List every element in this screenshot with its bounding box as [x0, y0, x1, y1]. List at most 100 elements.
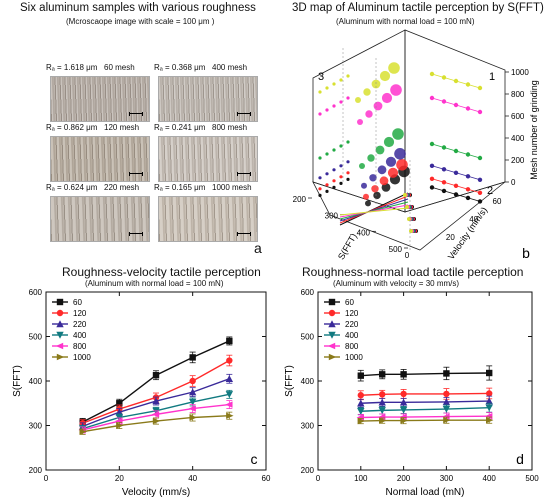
scale-bar: [129, 232, 143, 236]
projection-point: [346, 177, 350, 181]
sfft-tick-label: 200: [293, 195, 307, 204]
mesh-tick-label: 200: [511, 156, 525, 165]
data-point: [56, 320, 64, 328]
data-point: [399, 398, 408, 406]
sample-ra-label: Rₐ = 0.624 μm: [46, 183, 98, 192]
x-tick-label: 400: [483, 474, 497, 483]
floor-point: [403, 193, 407, 197]
data-sphere: [359, 163, 365, 169]
view-label-2: 2: [487, 185, 493, 197]
y-tick-label: 400: [29, 377, 43, 386]
legend-label: 60: [73, 298, 82, 307]
data-point: [379, 371, 386, 378]
data-point: [443, 370, 450, 377]
data-point: [328, 298, 336, 306]
sample-mesh-label: 1000 mesh: [212, 183, 252, 192]
panel-d-title: Roughness-normal load tactile perception: [302, 265, 524, 279]
view-label-1: 1: [489, 71, 495, 83]
data-point: [151, 411, 160, 418]
legend-label: 220: [73, 320, 87, 329]
data-point: [328, 353, 337, 361]
projection-point: [325, 183, 329, 187]
sample-microscope-image: [50, 196, 150, 242]
data-sphere: [385, 156, 397, 167]
sample-ra-label: Rₐ = 0.862 μm: [46, 123, 98, 132]
data-sphere: [367, 154, 375, 162]
data-sphere: [369, 174, 377, 182]
projection-point: [332, 185, 336, 189]
projection-line: [431, 73, 481, 89]
projection-point: [332, 179, 336, 183]
projection-point: [339, 164, 343, 168]
projection-point: [346, 160, 350, 164]
panel-d-subtitle: (Aluminum with velocity = 30 mm/s): [333, 279, 460, 288]
data-sphere: [390, 84, 402, 96]
projection-line: [431, 97, 481, 113]
sample-microscope-image: [50, 76, 150, 122]
x-tick-label: 60: [262, 474, 271, 483]
view-label-3: 3: [318, 71, 324, 83]
panel-a-subtitle: (Mcroscaope image with scale = 100 μm ): [66, 17, 215, 26]
data-point: [378, 407, 386, 415]
legend-label: 1000: [345, 353, 363, 362]
y-tick-label: 300: [301, 422, 315, 431]
panel-c-subtitle: (Aluminum with normal load = 100 mN): [85, 279, 224, 288]
scale-bar: [237, 112, 251, 116]
x-tick-label: 0: [44, 474, 49, 483]
sample-ra-label: Rₐ = 1.618 μm: [46, 63, 98, 72]
legend-label: 800: [73, 342, 87, 351]
y-tick-label: 200: [301, 466, 315, 475]
data-point: [225, 401, 233, 408]
projection-point: [339, 181, 343, 185]
data-point: [56, 309, 64, 317]
data-point: [357, 417, 365, 425]
data-point: [226, 337, 233, 345]
legend-label: 400: [345, 331, 359, 340]
data-point: [399, 413, 407, 421]
data-point: [379, 391, 386, 398]
data-sphere: [355, 97, 361, 103]
sample-microscope-image: [158, 196, 258, 242]
data-point: [356, 414, 364, 421]
panel-c-title: Roughness-velocity tactile perception: [62, 265, 261, 279]
data-point: [79, 428, 87, 435]
projection-line: [431, 178, 481, 194]
data-point: [225, 375, 234, 382]
y-tick-label: 400: [301, 377, 315, 386]
legend-label: 1000: [73, 353, 91, 362]
panel-letter: b: [522, 245, 530, 261]
data-point: [378, 398, 386, 406]
projection-line: [431, 165, 481, 181]
data-point: [400, 390, 407, 398]
sample-ra-label: Rₐ = 0.241 μm: [154, 123, 206, 132]
legend-label: 400: [73, 331, 87, 340]
panel-letter: d: [516, 451, 524, 467]
data-point: [357, 372, 364, 379]
sample-mesh-label: 800 mesh: [212, 123, 248, 132]
scale-bar: [129, 172, 143, 176]
data-point: [56, 331, 64, 339]
data-point: [189, 414, 197, 421]
floor-line: [339, 207, 409, 216]
data-sphere: [394, 148, 406, 160]
plot-frame: [317, 291, 533, 471]
projection-point: [346, 171, 350, 175]
data-point: [188, 405, 196, 412]
projection-point: [325, 108, 329, 112]
data-point: [485, 404, 493, 412]
projection-point: [318, 156, 322, 160]
projection-point: [346, 96, 350, 100]
x-tick-label: 200: [397, 474, 411, 483]
mesh-tick-label: 0: [511, 178, 516, 187]
projection-point: [339, 144, 343, 148]
legend-label: 60: [345, 298, 354, 307]
projection-point: [325, 86, 329, 90]
scale-bar: [237, 232, 251, 236]
scale-bar: [237, 172, 251, 176]
y-tick-label: 300: [29, 422, 43, 431]
legend-label: 120: [345, 309, 359, 318]
data-sphere: [387, 167, 399, 178]
projection-point: [346, 74, 350, 78]
